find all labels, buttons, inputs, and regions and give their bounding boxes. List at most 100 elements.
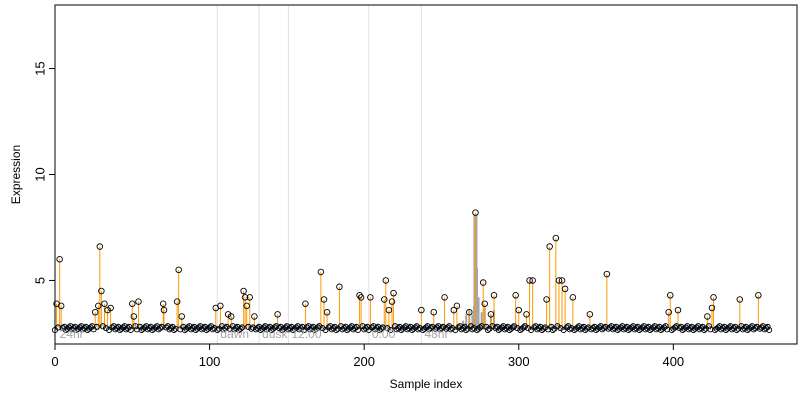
data-point [167,325,174,332]
data-point [184,324,191,331]
peak-point [302,300,309,307]
peak-point [466,308,473,316]
data-point [759,323,767,330]
peak-point [543,296,550,303]
peak-point [603,270,611,278]
data-point [477,324,484,331]
data-point [575,323,583,330]
peak-point [56,256,63,263]
data-point [498,324,505,331]
data-point [732,323,739,330]
peak-point [323,308,331,316]
data-point [447,326,454,333]
data-point [566,326,573,333]
data-point [634,323,641,330]
data-point [589,325,597,332]
data-point [725,324,733,331]
data-point [61,323,68,330]
data-point [354,326,362,334]
data-point [286,325,294,332]
data-point [469,326,476,333]
data-point [461,323,468,330]
peak-point [665,308,672,316]
data-point [707,326,714,333]
data-point [333,326,340,334]
data-point [716,323,723,330]
data-point [503,325,510,332]
data-point [747,324,754,331]
data-point [351,325,358,332]
data-point [378,325,385,332]
peak-point [546,243,553,250]
peak-point [320,296,328,303]
data-point [662,323,669,330]
data-point [741,325,748,332]
annotation-label: dusk [262,327,288,341]
peak-point [674,306,682,314]
data-point [299,323,306,330]
annotation-lines [216,5,422,344]
data-point [392,323,399,330]
data-point [200,325,207,332]
data-point [540,325,547,332]
data-point [456,323,464,330]
data-point [661,324,668,331]
data-point [121,323,128,330]
data-point [416,325,423,332]
data-point [521,323,528,330]
data-point [682,324,689,331]
data-point [438,325,445,332]
data-point [293,324,300,331]
x-tick-label: 300 [508,354,530,369]
data-point [238,324,246,331]
data-point [72,323,79,330]
data-point [283,323,290,330]
data-point [132,323,139,330]
data-point [656,323,663,330]
data-point [126,323,133,330]
y-tick-label: 10 [33,167,48,181]
peak-point [336,283,343,291]
data-point [719,325,726,332]
annotation-label: dawn [220,327,249,341]
data-point [758,324,765,331]
data-point [99,323,106,330]
data-point [695,323,702,330]
data-point [331,323,338,330]
data-point [364,323,371,330]
data-point [429,323,436,330]
data-point [439,323,447,330]
peak-point [552,234,560,242]
data-point [249,324,256,331]
data-point [327,323,334,330]
data-point [541,324,549,331]
data-point [684,323,691,330]
data-point [591,323,598,330]
data-point [214,326,221,334]
grey-band-series [462,214,496,329]
data-point [191,323,198,330]
peak-point [243,302,250,310]
data-point [260,324,267,331]
data-point [693,324,700,331]
data-point [141,324,148,331]
peak-point [240,287,247,295]
data-point [565,323,572,330]
data-point [248,325,255,332]
data-point [237,325,244,332]
data-point [127,326,134,334]
data-point [688,323,695,330]
data-point [310,323,317,330]
data-point [221,325,229,332]
peak-point [129,300,136,307]
annotation-label: 0:00 [372,327,396,341]
x-tick-label: 200 [353,354,375,369]
data-point [446,323,453,330]
data-point [303,324,311,331]
data-point [715,324,722,331]
data-point [373,325,380,332]
data-point [110,323,117,330]
data-point [484,326,491,334]
data-point [201,323,208,330]
peak-point [708,304,716,312]
